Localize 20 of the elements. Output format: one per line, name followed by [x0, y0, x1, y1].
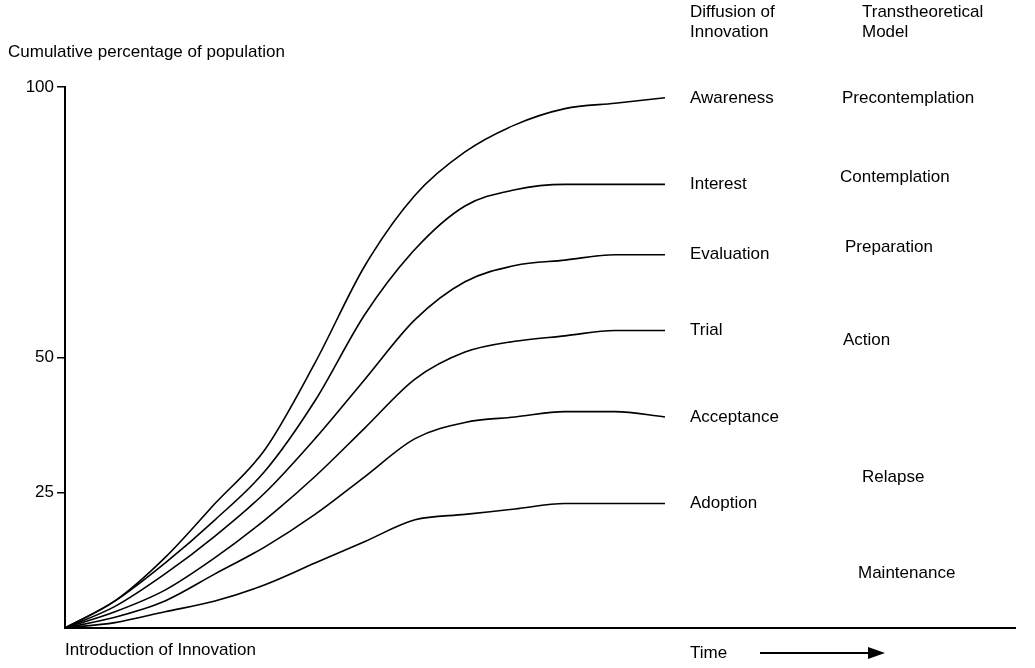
y-tick-label: 100 [25, 76, 54, 96]
annotation: Preparation [845, 236, 933, 256]
series-label: Acceptance [690, 406, 779, 426]
text: Introduction of Innovation [65, 639, 256, 659]
annotation: Relapse [862, 466, 925, 486]
series-label: Interest [690, 174, 747, 194]
legend-title: Diffusion of Innovation [690, 1, 776, 41]
y-tick-label: 50 [35, 347, 54, 367]
annotation: Action [843, 329, 891, 349]
series-label: Adoption [690, 493, 758, 513]
text: Transtheoretical Model [862, 1, 984, 41]
series-label: Evaluation [690, 244, 770, 264]
series-label: Awareness [690, 87, 774, 107]
annotation: Precontemplation [842, 87, 975, 107]
annotation: Contemplation [840, 166, 950, 186]
annotation: Maintenance [858, 562, 956, 582]
series-label: Trial [690, 320, 723, 340]
y-axis-title: Cumulative percentage of population [8, 41, 285, 61]
x-axis-title: Time [690, 642, 728, 662]
y-tick-label: 25 [35, 482, 54, 502]
